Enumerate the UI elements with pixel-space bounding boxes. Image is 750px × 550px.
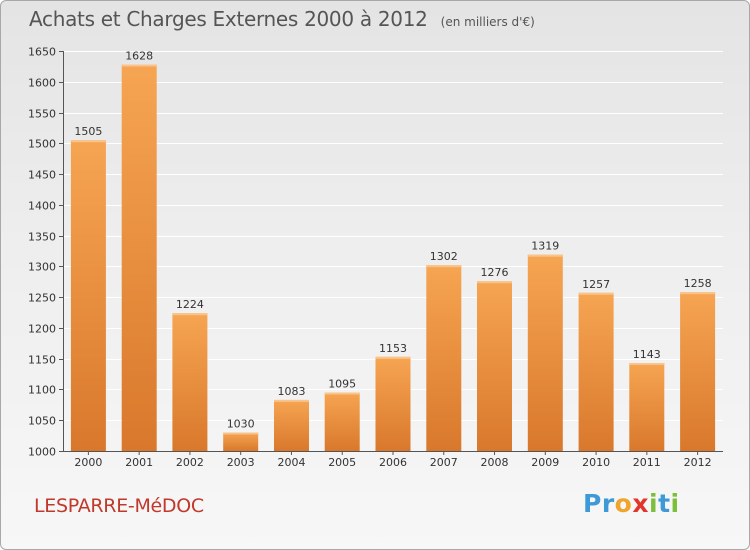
y-tick-label: 1550 xyxy=(28,108,56,121)
x-tick-label: 2006 xyxy=(379,456,407,469)
data-label: 1302 xyxy=(430,250,458,263)
x-tick-label: 2009 xyxy=(531,456,559,469)
y-tick-label: 1600 xyxy=(28,77,56,90)
bar-2001 xyxy=(121,64,157,451)
logo-letter: o xyxy=(614,489,633,518)
logo-letter: i xyxy=(649,489,659,518)
bar-top-highlight xyxy=(172,313,208,316)
x-tick-label: 2002 xyxy=(176,456,204,469)
data-label: 1505 xyxy=(74,125,102,138)
x-tick-label: 2000 xyxy=(74,456,102,469)
y-tick-label: 1650 xyxy=(28,46,56,59)
y-tick-label: 1300 xyxy=(28,261,56,274)
data-label: 1276 xyxy=(481,266,509,279)
x-tick-label: 2012 xyxy=(684,456,712,469)
data-label: 1224 xyxy=(176,298,204,311)
bar-top-highlight xyxy=(223,432,259,435)
bar-top-highlight xyxy=(70,140,106,143)
bar-top-highlight xyxy=(578,292,614,295)
bar-2008 xyxy=(477,281,512,451)
bar-top-highlight xyxy=(121,64,157,67)
bars xyxy=(70,64,716,451)
y-tick-label: 1350 xyxy=(28,231,56,244)
bar-top-highlight xyxy=(477,281,512,284)
data-label: 1083 xyxy=(278,385,306,398)
logo-letter: r xyxy=(601,489,615,518)
x-tick-label: 2011 xyxy=(633,456,661,469)
data-label: 1030 xyxy=(227,418,255,431)
y-tick-label: 1150 xyxy=(28,354,56,367)
x-tick-label: 2007 xyxy=(430,456,458,469)
bar-top-highlight xyxy=(375,356,411,359)
proxiti-logo: Proxiti xyxy=(583,489,680,518)
x-tick-label: 2001 xyxy=(125,456,153,469)
bar-2009 xyxy=(527,254,563,451)
bar-2002 xyxy=(172,313,208,451)
bar-2006 xyxy=(375,356,411,451)
logo-letter: P xyxy=(583,489,602,518)
y-tick-label: 1400 xyxy=(28,200,56,213)
y-tick-label: 1050 xyxy=(28,415,56,428)
logo-letter: t xyxy=(658,489,671,518)
chart-subtitle: (en milliers d'€) xyxy=(440,15,535,29)
bar-2005 xyxy=(324,392,360,451)
data-label: 1319 xyxy=(531,240,559,253)
bar-top-highlight xyxy=(527,254,563,257)
data-label: 1257 xyxy=(582,278,610,291)
data-labels: 1505 1628 1224 1030 1083 1095 1153 1302 1276 1319… xyxy=(74,50,711,431)
chart-header: Achats et Charges Externes 2000 à 2012 (… xyxy=(29,7,535,31)
y-tick-label: 1500 xyxy=(28,138,56,151)
y-tick-label: 1250 xyxy=(28,292,56,305)
y-tick-label: 1200 xyxy=(28,323,56,336)
bar-top-highlight xyxy=(629,363,665,365)
bar-top-highlight xyxy=(324,392,360,395)
bar-2012 xyxy=(680,292,716,451)
logo-letter: x xyxy=(632,489,649,518)
y-tick-label: 1000 xyxy=(28,446,56,459)
bar-top-highlight xyxy=(274,399,309,402)
data-label: 1143 xyxy=(633,348,661,361)
bar-top-highlight xyxy=(426,265,462,268)
data-label: 1153 xyxy=(379,342,407,355)
bar-2003 xyxy=(223,432,259,451)
bar-2011 xyxy=(629,363,665,451)
bar-2007 xyxy=(426,265,462,451)
commune-name: LESPARRE-MéDOC xyxy=(34,495,204,517)
x-tick-label: 2005 xyxy=(328,456,356,469)
x-tick-label: 2010 xyxy=(582,456,610,469)
x-tick-label: 2003 xyxy=(227,456,255,469)
y-tick-label: 1450 xyxy=(28,169,56,182)
bar-2000 xyxy=(70,140,106,451)
bar-top-highlight xyxy=(680,292,716,295)
y-tick-label: 1100 xyxy=(28,384,56,397)
x-tick-label: 2004 xyxy=(278,456,306,469)
chart-title: Achats et Charges Externes 2000 à 2012 xyxy=(29,7,428,31)
data-label: 1095 xyxy=(328,378,356,391)
data-label: 1258 xyxy=(684,277,712,290)
x-tick-label: 2008 xyxy=(481,456,509,469)
data-label: 1628 xyxy=(125,50,153,63)
axes: 1000 1050 1100 1150 1200 1250 1300 1350 1400 1450… xyxy=(28,46,723,469)
bar-2010 xyxy=(578,292,614,451)
logo-letter: i xyxy=(670,489,680,518)
bar-2004 xyxy=(274,399,309,451)
